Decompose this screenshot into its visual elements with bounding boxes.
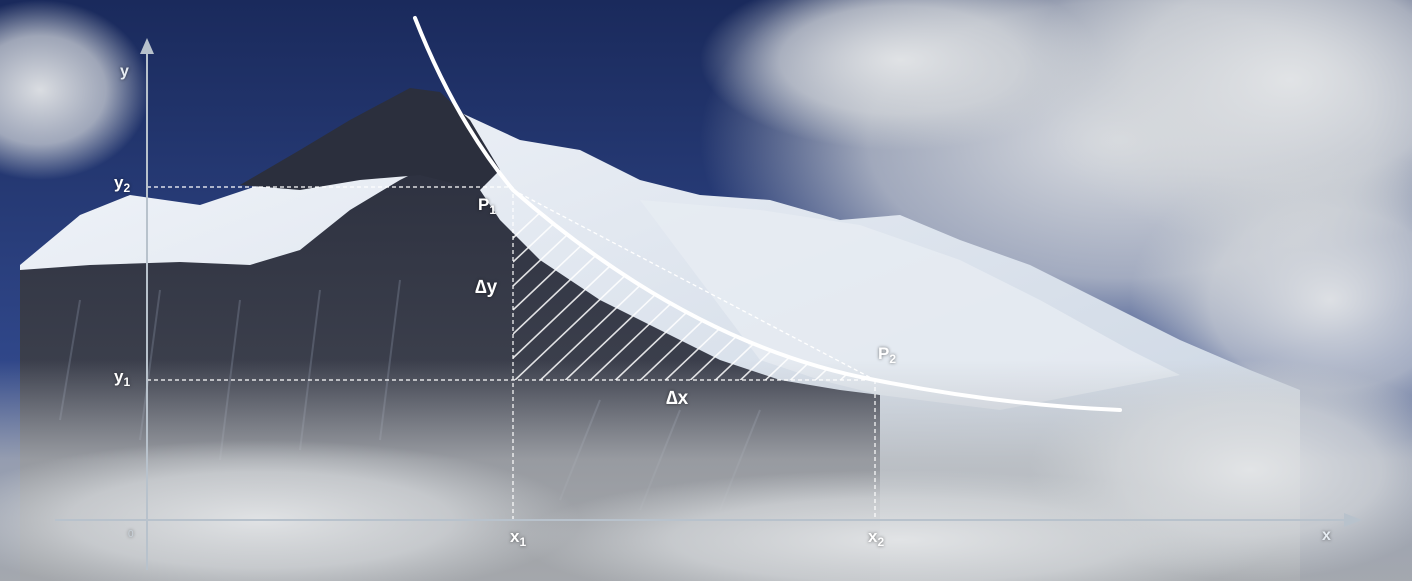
y-axis-label: y [120, 63, 129, 80]
secant-line [512, 189, 876, 381]
delta-y-label: ∆y [475, 277, 498, 298]
point-p2-label: P2 [878, 344, 897, 366]
fog-cloud-1 [0, 440, 580, 581]
peak-rock [240, 88, 500, 190]
cloud-left [0, 0, 150, 180]
tick-y2: y2 [114, 173, 131, 195]
delta-x-label: ∆x [666, 388, 689, 409]
axes [55, 38, 1362, 570]
point-p1-label: P1 [478, 195, 497, 217]
x-axis-label: x [1322, 527, 1331, 544]
origin-label: 0 [128, 529, 134, 540]
fog-cloud-3 [1030, 360, 1412, 580]
function-curve [413, 16, 1122, 412]
snow-slope [640, 200, 1180, 410]
guide-lines [147, 186, 876, 520]
tick-y1: y1 [114, 367, 131, 389]
tick-x2: x2 [868, 527, 885, 549]
y-axis-arrow [140, 38, 154, 54]
tick-x1: x1 [510, 527, 527, 549]
x-axis-arrow [1344, 513, 1362, 527]
